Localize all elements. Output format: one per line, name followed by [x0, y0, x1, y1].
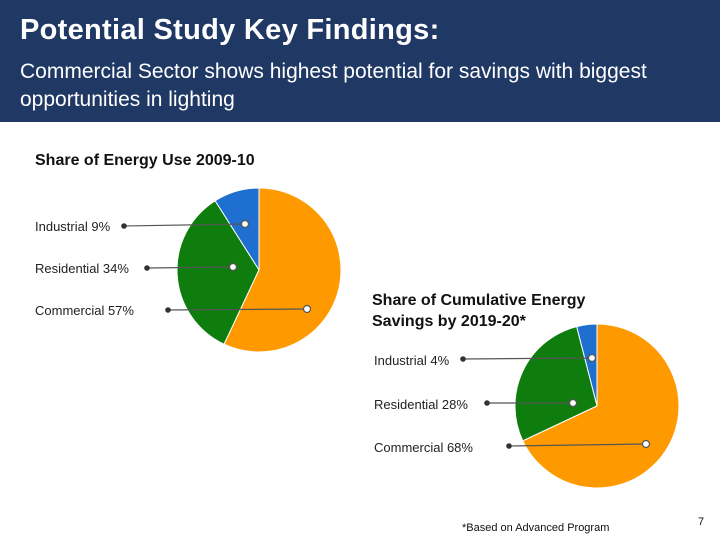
footnote: *Based on Advanced Program: [462, 522, 610, 534]
page-number: 7: [698, 516, 705, 528]
chart2-slice-residential: [514, 325, 598, 442]
chart2-slice-commercial: [522, 323, 680, 489]
chart2-leader-industrial: [460, 353, 597, 363]
slide-subtitle: Commercial Sector shows highest potentia…: [20, 60, 647, 111]
slide-title: Potential Study Key Findings:: [20, 14, 440, 46]
chart1-label-residential: Residential 34%: [35, 261, 129, 276]
chart2-label-residential: Residential 28%: [374, 397, 468, 412]
slide-header: Potential Study Key Findings: Commercial…: [0, 0, 720, 122]
chart1-slice-commercial: [223, 187, 342, 353]
chart1-slice-residential: [176, 200, 260, 345]
chart1-leader-industrial: [121, 219, 250, 229]
chart2-leader-residential: [484, 398, 578, 408]
chart1-label-industrial: Industrial 9%: [35, 219, 111, 234]
chart-energy-use-title: Share of Energy Use 2009-10: [35, 152, 255, 169]
chart1-label-commercial: Commercial 57%: [35, 303, 134, 318]
chart2-leader-commercial: [506, 439, 651, 449]
chart1-leader-residential: [144, 262, 238, 272]
chart2-label-industrial: Industrial 4%: [374, 353, 450, 368]
chart-savings-title: Share of Cumulative Energy Savings by 20…: [372, 292, 586, 330]
chart1-leader-commercial: [165, 304, 312, 314]
chart2-label-commercial: Commercial 68%: [374, 440, 473, 455]
